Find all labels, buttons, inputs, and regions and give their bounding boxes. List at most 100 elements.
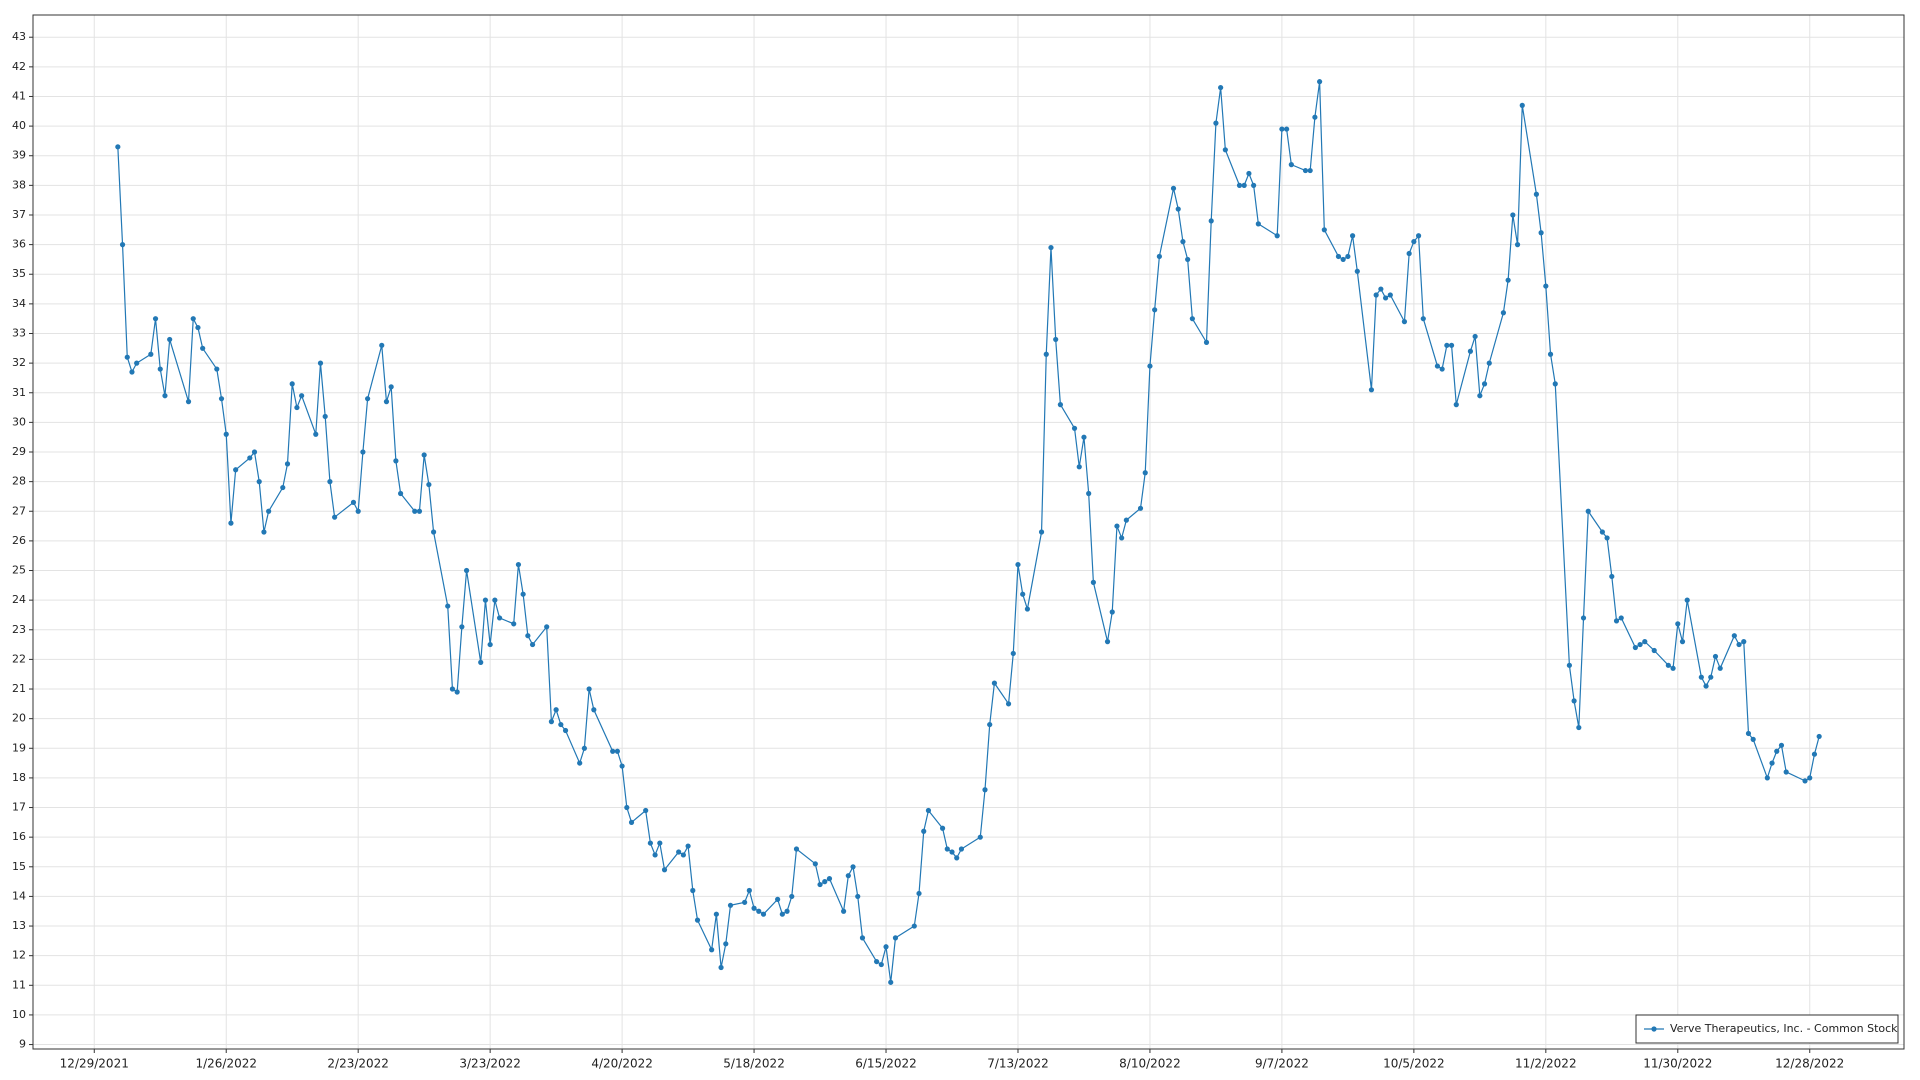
data-point (977, 834, 983, 840)
data-point (1114, 523, 1120, 529)
data-point (685, 843, 691, 849)
y-tick-label: 34 (12, 297, 26, 310)
data-point (1472, 333, 1478, 340)
data-point (1703, 683, 1709, 689)
legend-marker (1651, 1026, 1657, 1032)
data-point (742, 899, 748, 905)
data-point (1076, 464, 1082, 470)
data-point (775, 896, 781, 902)
data-point (332, 514, 338, 520)
data-point (690, 887, 696, 894)
data-point (718, 964, 724, 971)
data-point (1778, 742, 1785, 748)
data-point (1811, 751, 1818, 757)
data-point (756, 908, 762, 914)
data-point (746, 887, 752, 894)
data-point (1434, 363, 1441, 369)
data-point (1571, 698, 1577, 704)
x-tick-label: 4/20/2022 (591, 1057, 653, 1071)
data-point (1453, 402, 1459, 408)
data-point (1147, 363, 1153, 369)
y-tick-label: 11 (12, 978, 26, 991)
data-point (1236, 182, 1243, 188)
data-point (1411, 239, 1417, 245)
data-point (1698, 674, 1704, 680)
legend-box (1635, 1014, 1899, 1044)
data-point (379, 342, 385, 348)
data-point (284, 461, 291, 467)
data-point (1241, 182, 1247, 188)
data-point (1043, 351, 1049, 357)
data-point (1741, 639, 1747, 645)
data-point (421, 452, 427, 458)
data-point (1302, 167, 1309, 174)
data-point (445, 603, 451, 609)
data-point (233, 467, 239, 473)
data-point (393, 458, 399, 464)
y-tick-label: 35 (12, 267, 26, 280)
data-point (958, 846, 965, 852)
y-tick-label: 22 (12, 652, 26, 665)
data-point (322, 413, 328, 420)
data-point (525, 633, 531, 639)
data-point (619, 763, 625, 769)
y-tick-label: 9 (19, 1038, 26, 1051)
x-tick-label: 12/28/2022 (1775, 1057, 1844, 1071)
data-point (1651, 647, 1657, 654)
data-point (916, 890, 922, 897)
data-point (1053, 336, 1059, 343)
data-point (1251, 182, 1257, 188)
data-point (1514, 242, 1521, 248)
data-point (1104, 639, 1111, 645)
data-point (1717, 665, 1723, 671)
data-point (520, 591, 526, 597)
data-point (1307, 167, 1313, 174)
data-point (1048, 244, 1054, 251)
data-point (817, 881, 823, 888)
data-point (1750, 736, 1756, 742)
data-point (1010, 650, 1016, 657)
y-tick-label: 21 (12, 682, 26, 695)
data-point (1642, 639, 1648, 645)
data-point (289, 381, 295, 387)
data-point (826, 876, 833, 882)
y-tick-label: 38 (12, 178, 26, 191)
data-point (355, 508, 361, 514)
data-point (360, 449, 366, 455)
y-tick-label: 26 (12, 534, 26, 547)
data-point (412, 508, 418, 514)
y-tick-label: 25 (12, 564, 26, 577)
data-point (713, 911, 719, 917)
data-point (586, 686, 592, 692)
data-point (1284, 126, 1290, 132)
data-point (482, 597, 489, 603)
data-point (1807, 775, 1813, 781)
data-point (1185, 256, 1191, 263)
data-point (1222, 147, 1228, 153)
data-point (779, 911, 785, 917)
y-tick-label: 39 (12, 149, 26, 162)
data-point (190, 316, 196, 322)
y-tick-label: 17 (12, 801, 26, 814)
data-point (1731, 633, 1737, 639)
data-point (1279, 126, 1285, 132)
x-tick-label: 8/10/2022 (1119, 1057, 1181, 1071)
data-point (1613, 618, 1620, 624)
data-point (426, 481, 432, 488)
data-point (251, 449, 258, 455)
data-point (873, 958, 880, 965)
data-point (581, 745, 588, 751)
data-point (398, 490, 404, 497)
data-point (647, 840, 653, 846)
data-point (1679, 639, 1686, 645)
data-point (784, 908, 790, 914)
data-point (643, 807, 649, 814)
data-point (1288, 162, 1294, 168)
data-point (200, 345, 206, 351)
data-point (1708, 674, 1714, 680)
y-tick-label: 36 (12, 238, 26, 251)
data-point (610, 748, 616, 754)
x-tick-label: 1/26/2022 (195, 1057, 257, 1071)
data-point (855, 893, 861, 900)
